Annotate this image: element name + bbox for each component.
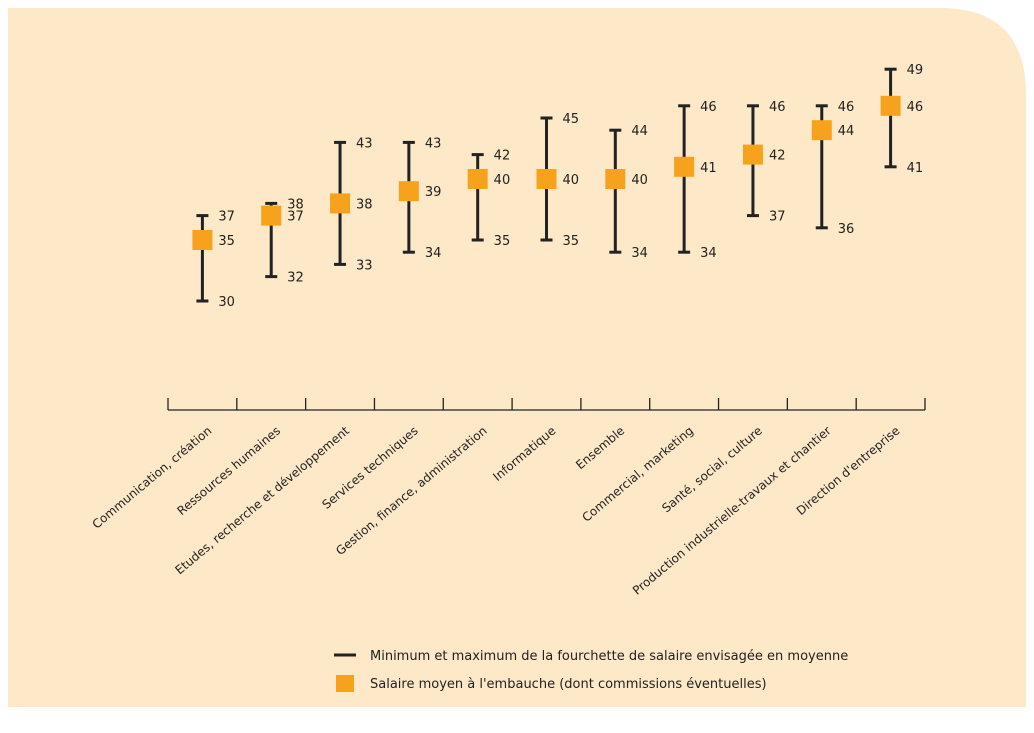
category-label: Ensemble: [573, 424, 627, 473]
mean-marker: [536, 169, 557, 189]
mean-value-label: 41: [700, 161, 717, 176]
min-value-label: 34: [425, 246, 442, 261]
min-value-label: 34: [631, 246, 648, 261]
mean-marker: [192, 230, 213, 250]
mean-value-label: 38: [356, 197, 373, 212]
max-value-label: 37: [218, 210, 235, 225]
min-value-label: 34: [700, 246, 717, 261]
min-value-label: 32: [287, 271, 304, 286]
mean-value-label: 40: [631, 173, 648, 188]
min-value-label: 41: [907, 161, 924, 176]
min-value-label: 30: [218, 295, 235, 310]
max-value-label: 44: [631, 124, 648, 139]
mean-marker: [880, 95, 901, 116]
mean-value-label: 46: [907, 100, 924, 115]
mean-value-label: 37: [287, 210, 304, 225]
max-value-label: 38: [287, 197, 304, 212]
legend-mean-label: Salaire moyen à l'embauche (dont commiss…: [370, 677, 767, 692]
max-value-label: 46: [838, 100, 855, 115]
mean-marker: [674, 156, 695, 177]
max-value-label: 49: [907, 63, 924, 78]
category-label: Gestion, finance, administration: [333, 424, 489, 558]
max-value-label: 46: [700, 100, 717, 115]
legend-range-label: Minimum et maximum de la fourchette de s…: [370, 649, 848, 664]
mean-value-label: 35: [218, 234, 235, 249]
mean-value-label: 44: [838, 124, 855, 139]
min-value-label: 37: [769, 210, 786, 225]
mean-marker: [605, 169, 626, 189]
category-label: Commercial, marketing: [579, 424, 696, 525]
legend: Minimum et maximum de la fourchette de s…: [334, 649, 848, 692]
min-value-label: 33: [356, 258, 373, 273]
category-label: Communication, création: [90, 424, 215, 532]
category-label: Informatique: [490, 424, 558, 484]
mean-marker: [261, 205, 282, 226]
min-value-label: 35: [563, 234, 580, 249]
max-value-label: 42: [494, 149, 511, 164]
mean-value-label: 39: [425, 185, 442, 200]
min-value-label: 35: [494, 234, 511, 249]
max-value-label: 46: [769, 100, 786, 115]
max-value-label: 43: [425, 136, 442, 151]
mean-marker: [398, 181, 419, 202]
mean-marker: [467, 169, 488, 189]
mean-marker: [742, 144, 763, 165]
mean-value-label: 40: [494, 173, 511, 188]
max-value-label: 43: [356, 136, 373, 151]
min-value-label: 36: [838, 222, 855, 237]
mean-marker: [811, 120, 832, 141]
mean-value-label: 42: [769, 149, 786, 164]
mean-marker: [330, 193, 351, 214]
legend-mean-marker: [336, 675, 354, 692]
mean-value-label: 40: [563, 173, 580, 188]
max-value-label: 45: [563, 112, 580, 127]
